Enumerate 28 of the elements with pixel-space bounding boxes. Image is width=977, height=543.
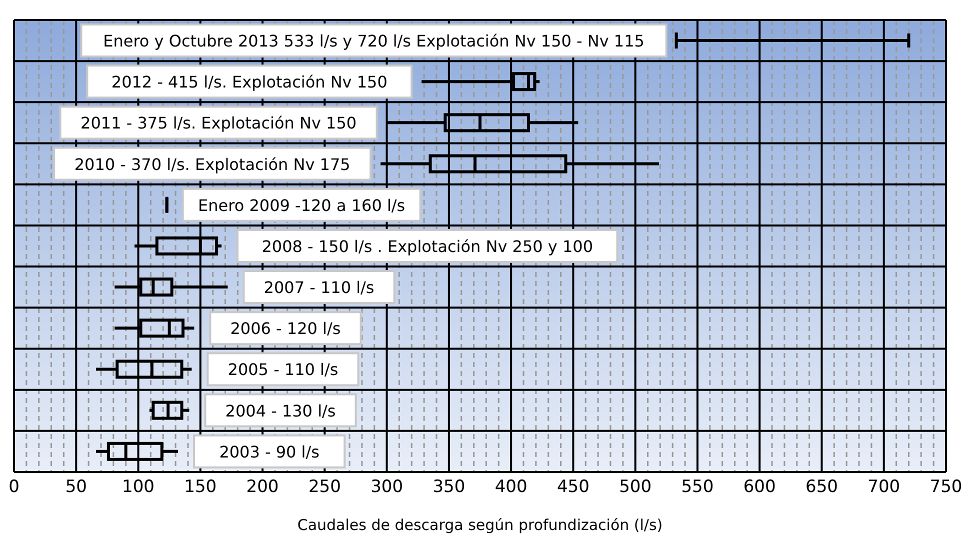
x-tick-label: 700	[868, 477, 900, 498]
x-tick-label: 150	[184, 477, 217, 498]
annotation: 2011 - 375 l/s. Explotación Nv 150	[80, 114, 357, 133]
annotation: Enero 2009 -120 a 160 l/s	[198, 196, 406, 215]
annotation: 2007 - 110 l/s	[264, 278, 374, 298]
x-tick-label: 300	[370, 477, 404, 498]
x-tick-label: 400	[494, 477, 528, 498]
x-tick-label: 600	[743, 477, 776, 498]
annotation: 2003 - 90 l/s	[219, 442, 320, 462]
x-tick-label: 500	[619, 477, 652, 498]
x-tick-label: 750	[930, 477, 962, 498]
annotation: Enero y Octubre 2013 533 l/s y 720 l/s Explotación Nv 150 - Nv 115	[103, 32, 644, 50]
x-tick-label: 0	[8, 477, 20, 498]
x-tick-label: 550	[681, 477, 714, 498]
x-tick-label: 350	[432, 477, 466, 498]
annotation: 2008 - 150 l/s . Explotación Nv 250 y 100	[262, 236, 594, 256]
x-tick-label: 450	[556, 477, 590, 498]
annotation: 2010 - 370 l/s. Explotación Nv 175	[74, 154, 350, 174]
annotation: 2006 - 120 l/s	[230, 319, 341, 338]
x-tick-label: 250	[308, 477, 341, 498]
annotation: 2004 - 130 l/s	[225, 401, 336, 420]
annotation: 2012 - 415 l/s. Explotación Nv 150	[111, 72, 388, 92]
x-tick-label: 200	[246, 477, 279, 498]
x-tick-label: 100	[122, 477, 154, 498]
x-axis-title: Caudales de descarga según profundización (l/s)	[297, 516, 663, 534]
x-tick-label: 650	[806, 477, 838, 498]
x-tick-label: 50	[65, 477, 87, 498]
annotation: 2005 - 110 l/s	[228, 360, 338, 380]
